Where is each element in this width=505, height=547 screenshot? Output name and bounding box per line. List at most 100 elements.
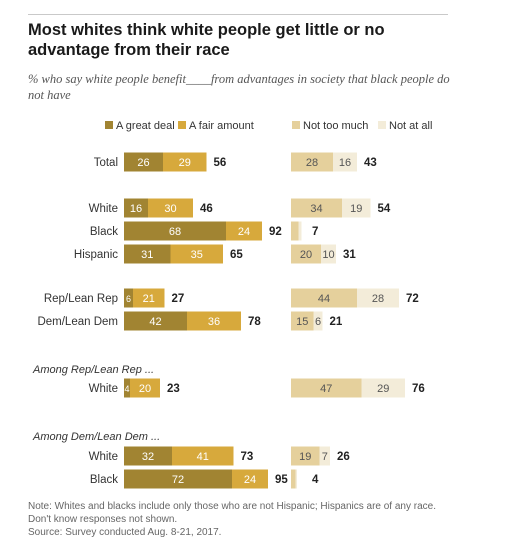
bar-great-deal bbox=[124, 152, 163, 172]
legend-item-fair-amount: A fair amount bbox=[178, 120, 254, 132]
bar-fair-amount bbox=[187, 311, 241, 331]
data-label-not-too-much: 34 bbox=[310, 203, 322, 215]
net-label-not: 21 bbox=[330, 316, 343, 328]
legend-swatch-not-at-all bbox=[378, 121, 386, 129]
data-label-not-too-much: 15 bbox=[296, 316, 308, 328]
bar-fair-amount bbox=[133, 288, 165, 308]
net-label-not: 72 bbox=[406, 293, 419, 305]
row-label: White bbox=[89, 451, 118, 463]
data-label-great-deal: 42 bbox=[149, 316, 161, 328]
row-label: Black bbox=[90, 474, 118, 486]
net-label-great-fair: 78 bbox=[248, 316, 261, 328]
data-label-great-deal: 6 bbox=[126, 294, 131, 304]
bar-not-at-all bbox=[357, 288, 399, 308]
row-label: Rep/Lean Rep bbox=[44, 293, 118, 305]
data-label-not-too-much: 19 bbox=[299, 451, 311, 463]
net-label-great-fair: 23 bbox=[167, 383, 180, 395]
data-label-not-at-all: 7 bbox=[322, 451, 328, 463]
data-label-not-too-much: 44 bbox=[318, 293, 330, 305]
net-label-great-fair: 46 bbox=[200, 203, 213, 215]
data-label-fair-amount: 36 bbox=[208, 316, 220, 328]
net-label-great-fair: 92 bbox=[269, 226, 282, 238]
data-label-fair-amount: 30 bbox=[164, 203, 176, 215]
bar-not-too-much bbox=[291, 378, 362, 398]
bar-not-too-much bbox=[291, 152, 333, 172]
bar-not-too-much bbox=[291, 311, 314, 331]
chart-subtitle: % who say white people benefit____from a… bbox=[28, 72, 450, 102]
data-label-great-deal: 26 bbox=[137, 157, 149, 169]
net-label-not: 43 bbox=[364, 157, 377, 169]
data-label-fair-amount: 35 bbox=[191, 249, 203, 261]
legend-label-great-deal: A great deal bbox=[116, 120, 175, 132]
bar-not-too-much bbox=[291, 244, 321, 264]
bar-great-deal bbox=[124, 221, 226, 241]
net-label-not: 76 bbox=[412, 383, 425, 395]
data-label-fair-amount: 21 bbox=[143, 293, 155, 305]
net-label-great-fair: 56 bbox=[214, 157, 227, 169]
bar-great-deal bbox=[124, 446, 172, 466]
net-label-not: 31 bbox=[343, 249, 356, 261]
legend-item-great-deal: A great deal bbox=[105, 120, 175, 132]
bar-fair-amount bbox=[172, 446, 234, 466]
bar-not-too-much bbox=[291, 198, 342, 218]
bar-not-too-much bbox=[291, 288, 357, 308]
data-label-not-too-much: 47 bbox=[320, 383, 332, 395]
bar-not-at-all bbox=[321, 244, 336, 264]
net-label-not: 7 bbox=[312, 226, 318, 238]
row-label: White bbox=[89, 203, 118, 215]
top-rule bbox=[28, 14, 448, 15]
bar-great-deal bbox=[124, 198, 148, 218]
row-label: Hispanic bbox=[74, 249, 118, 261]
data-label-fair-amount: 41 bbox=[197, 451, 209, 463]
bar-great-deal bbox=[124, 288, 133, 308]
bar-fair-amount bbox=[232, 469, 268, 489]
data-label-not-at-all: 16 bbox=[339, 157, 351, 169]
data-label-not-at-all: 6 bbox=[315, 316, 321, 328]
bar-fair-amount bbox=[163, 152, 207, 172]
bar-great-deal bbox=[124, 244, 171, 264]
data-label-not-at-all: 28 bbox=[372, 293, 384, 305]
data-label-great-deal: 32 bbox=[142, 451, 154, 463]
net-label-not: 54 bbox=[378, 203, 391, 215]
legend-swatch-fair-amount bbox=[178, 121, 186, 129]
legend-label-not-too-much: Not too much bbox=[303, 120, 369, 132]
bar-great-deal bbox=[124, 469, 232, 489]
data-label-fair-amount: 24 bbox=[238, 226, 250, 238]
net-label-not: 26 bbox=[337, 451, 350, 463]
bar-not-at-all bbox=[361, 378, 405, 398]
data-label-not-too-much: 28 bbox=[306, 157, 318, 169]
bar-great-deal bbox=[124, 378, 130, 398]
row-label: White bbox=[89, 383, 118, 395]
note-line-dont-know: Don't know responses not shown. bbox=[28, 514, 178, 525]
chart-title: Most whites think white people get littl… bbox=[28, 21, 385, 59]
bar-not-at-all bbox=[298, 221, 302, 241]
net-label-great-fair: 73 bbox=[241, 451, 254, 463]
bar-fair-amount bbox=[148, 198, 193, 218]
bar-not-too-much bbox=[291, 221, 299, 241]
note-line: Note: Whites and blacks include only tho… bbox=[28, 501, 436, 512]
data-label-not-too-much: 20 bbox=[300, 249, 312, 261]
bar-not-too-much bbox=[291, 469, 296, 489]
data-label-fair-amount: 24 bbox=[244, 474, 256, 486]
bar-not-too-much bbox=[291, 446, 320, 466]
legend-swatch-not-too-much bbox=[292, 121, 300, 129]
data-label-fair-amount: 29 bbox=[179, 157, 191, 169]
bar-not-at-all bbox=[319, 446, 330, 466]
legend-swatch-great-deal bbox=[105, 121, 113, 129]
section-label: Among Rep/Lean Rep ... bbox=[32, 364, 154, 376]
data-label-not-at-all: 29 bbox=[377, 383, 389, 395]
source-line: Source: Survey conducted Aug. 8-21, 2017… bbox=[28, 527, 222, 538]
row-label: Dem/Lean Dem bbox=[37, 316, 118, 328]
legend-label-not-at-all: Not at all bbox=[389, 120, 433, 132]
net-label-great-fair: 95 bbox=[275, 474, 288, 486]
net-label-great-fair: 65 bbox=[230, 249, 243, 261]
bar-not-at-all bbox=[333, 152, 357, 172]
bar-not-at-all bbox=[313, 311, 323, 331]
legend-item-not-at-all: Not at all bbox=[378, 120, 432, 132]
data-label-not-at-all: 10 bbox=[322, 249, 334, 261]
data-label-great-deal: 68 bbox=[169, 226, 181, 238]
data-label-great-deal: 4 bbox=[124, 384, 129, 394]
bar-not-at-all bbox=[295, 469, 297, 489]
net-label-not: 4 bbox=[312, 474, 319, 486]
data-label-great-deal: 16 bbox=[130, 203, 142, 215]
